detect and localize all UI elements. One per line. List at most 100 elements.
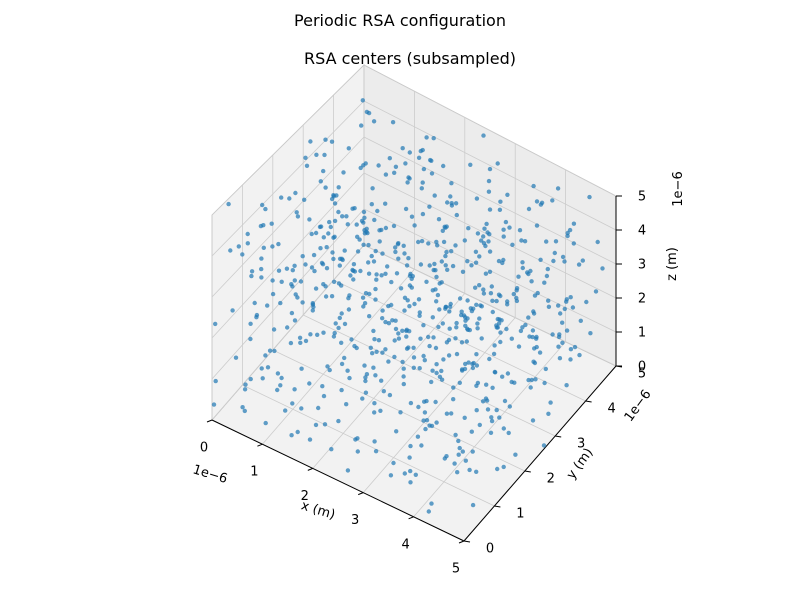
scatter-point: [385, 264, 390, 269]
scatter-point: [429, 501, 434, 506]
scatter-point: [526, 377, 531, 383]
scatter-point: [320, 384, 325, 389]
scatter-point: [460, 269, 466, 274]
scatter-point: [487, 249, 493, 254]
scatter-point: [527, 334, 532, 339]
y-tick-label: 0: [486, 542, 494, 557]
scatter-point: [488, 291, 494, 296]
scatter-point: [369, 253, 374, 259]
scatter-point: [339, 311, 344, 316]
scatter-point: [507, 404, 512, 409]
scatter-point: [457, 445, 462, 451]
scatter-point: [359, 123, 364, 128]
y-tick-label: 3: [577, 437, 585, 452]
scatter-point: [263, 206, 268, 212]
scatter-point: [405, 298, 410, 303]
scatter-point: [555, 186, 561, 191]
scatter-point: [358, 165, 363, 171]
scatter-point: [371, 259, 377, 264]
scatter-point: [392, 354, 397, 360]
scatter-point: [528, 385, 533, 390]
scatter-point: [400, 359, 405, 365]
z-tick-label: 3: [638, 258, 646, 273]
scatter-point: [595, 239, 600, 245]
left-grid-z: [211, 172, 365, 339]
scatter-point: [350, 206, 355, 211]
scatter-point: [424, 135, 429, 140]
scatter-point: [329, 139, 335, 144]
scatter-point: [393, 245, 398, 250]
scatter-point: [473, 285, 478, 290]
scatter-point: [339, 283, 344, 288]
y-tick-label: 2: [547, 472, 555, 487]
scatter-point: [459, 309, 464, 314]
scatter-point: [486, 239, 491, 244]
scatter-point: [421, 418, 426, 423]
scatter-point: [420, 180, 425, 185]
scatter-point: [447, 304, 453, 309]
scatter-point: [313, 422, 319, 428]
scatter-point: [374, 272, 379, 277]
scatter-point: [411, 355, 417, 360]
scatter-point: [514, 295, 519, 301]
scatter-point: [377, 239, 382, 244]
left-grid-z: [211, 64, 365, 216]
scatter-point: [364, 372, 370, 377]
x-offset-text: 1e−6: [191, 462, 229, 487]
scatter-point: [455, 470, 460, 475]
scatter-point: [454, 325, 459, 330]
scatter-point: [424, 418, 430, 423]
scatter-point: [464, 339, 469, 344]
scatter-point: [421, 353, 426, 359]
scatter-point: [558, 311, 563, 316]
x-tick-mark: [257, 443, 263, 447]
scatter-point: [530, 418, 536, 423]
scatter-point: [373, 286, 378, 292]
scatter-point: [530, 328, 536, 333]
scatter-point: [485, 230, 490, 235]
scatter-point: [578, 318, 583, 323]
scatter-point: [366, 271, 372, 276]
scatter-point: [436, 324, 441, 330]
scatter-point: [484, 221, 489, 227]
scatter-point: [292, 278, 297, 283]
scatter-point: [562, 306, 567, 312]
scatter-point: [442, 224, 447, 229]
scatter-point: [552, 250, 557, 256]
scatter-point: [522, 239, 528, 244]
scatter-point: [265, 303, 270, 308]
scatter-point: [393, 249, 398, 255]
y-tick-mark: [494, 505, 501, 508]
scatter-point: [373, 373, 378, 378]
scatter-point: [481, 291, 487, 296]
scatter-point: [588, 331, 593, 336]
scatter-point: [497, 415, 502, 420]
scatter-point: [323, 185, 328, 190]
scatter-point: [340, 214, 345, 219]
scatter-point: [439, 377, 445, 382]
scatter-point: [535, 290, 540, 296]
scatter-point: [557, 332, 562, 337]
scatter-point: [409, 214, 415, 219]
scatter-point: [457, 296, 463, 301]
scatter-point: [463, 361, 468, 367]
scatter-point: [254, 315, 259, 320]
scatter-point: [276, 268, 282, 273]
scatter-point: [496, 258, 502, 264]
floor-grid-x: [362, 317, 516, 493]
scatter-point: [401, 381, 406, 387]
scatter-point: [497, 207, 503, 212]
scatter-point: [339, 361, 345, 367]
scatter-point: [418, 148, 423, 154]
scatter-point: [307, 437, 313, 442]
scatter-point: [383, 319, 388, 325]
y-tick-mark: [524, 470, 531, 473]
scatter-point: [400, 328, 405, 333]
scatter-point: [360, 396, 365, 401]
scatter-point: [468, 306, 473, 311]
scatter-point: [392, 170, 397, 175]
scatter-point: [492, 343, 497, 348]
scatter-point: [416, 155, 422, 160]
scatter-point: [243, 382, 248, 387]
